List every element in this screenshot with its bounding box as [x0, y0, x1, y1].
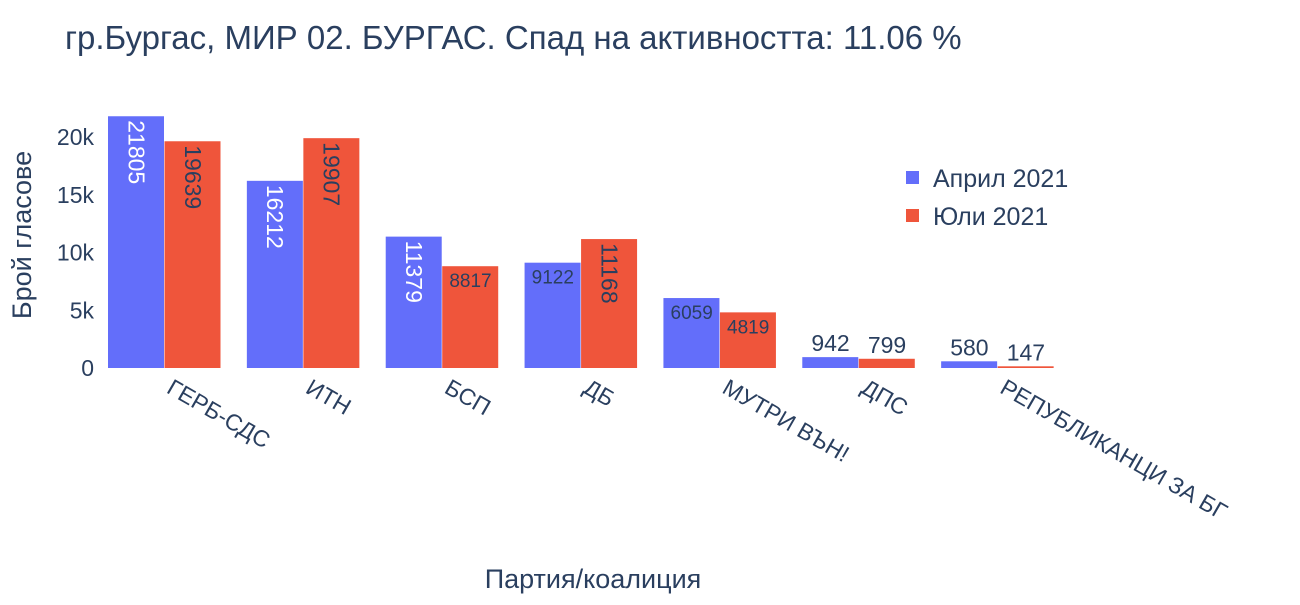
x-tick-label: БСП [441, 374, 496, 421]
bars-layer: 21805 19639 16212 19907 11379 8817 9122 11168 60… [108, 116, 1054, 368]
bar-value-label: 21805 [123, 120, 149, 184]
bar-value-label: 19907 [319, 142, 345, 206]
chart-title: гр.Бургас, МИР 02. БУРГАС. Спад на актив… [65, 19, 962, 56]
bar [442, 266, 499, 368]
bar [164, 141, 221, 368]
bar [802, 357, 859, 368]
x-axis: ГЕРБ-СДС ИТН БСП ДБ МУТРИ ВЪН! ДПС РЕПУБЛИКАНЦ… [163, 374, 1232, 525]
bar-value-label: 4819 [727, 317, 769, 338]
bar-value-label: 147 [1007, 339, 1045, 365]
bar [303, 138, 360, 368]
y-tick-label: 5k [70, 297, 95, 323]
bar [108, 116, 164, 368]
x-tick-label: ДПС [857, 374, 912, 421]
bar-value-label: 9122 [532, 268, 574, 289]
bar [581, 239, 638, 368]
y-tick-label: 20k [57, 124, 95, 150]
x-tick-label: ИТН [302, 374, 356, 420]
x-tick-label: ГЕРБ-СДС [163, 374, 275, 454]
bar-value-label: 19639 [180, 145, 206, 209]
bar [941, 361, 998, 368]
legend-label: Юли 2021 [933, 203, 1048, 231]
bar-value-label: 580 [950, 334, 988, 360]
bar [858, 358, 915, 368]
y-tick-label: 15k [57, 182, 95, 208]
bar-value-label: 799 [868, 332, 906, 358]
x-axis-label: Партия/коалиция [485, 564, 702, 594]
legend-label: Април 2021 [933, 165, 1068, 193]
legend-swatch [906, 171, 919, 184]
bar [385, 236, 442, 368]
y-tick-label: 0 [81, 355, 94, 381]
x-tick-label: ДБ [580, 374, 620, 412]
bar [997, 366, 1054, 368]
x-tick-label: РЕПУБЛИКАНЦИ ЗА БГ [996, 374, 1232, 525]
legend: Април 2021 Юли 2021 [906, 165, 1068, 231]
x-tick-label: МУТРИ ВЪН! [718, 374, 853, 467]
bar-value-label: 16212 [262, 185, 288, 249]
y-axis-label: Брой гласове [7, 151, 37, 319]
bar [246, 180, 303, 368]
bar [663, 298, 720, 368]
y-tick-label: 10k [57, 240, 95, 266]
bar-value-label: 8817 [449, 271, 491, 292]
y-axis: 0 5k 10k 15k 20k [57, 124, 95, 381]
bar-value-label: 11379 [401, 241, 427, 303]
bar-value-label: 11168 [596, 243, 622, 304]
legend-swatch [906, 209, 919, 222]
bar [719, 312, 776, 368]
bar [524, 262, 581, 368]
bar-value-label: 942 [811, 330, 849, 356]
bar-value-label: 6059 [671, 303, 713, 324]
